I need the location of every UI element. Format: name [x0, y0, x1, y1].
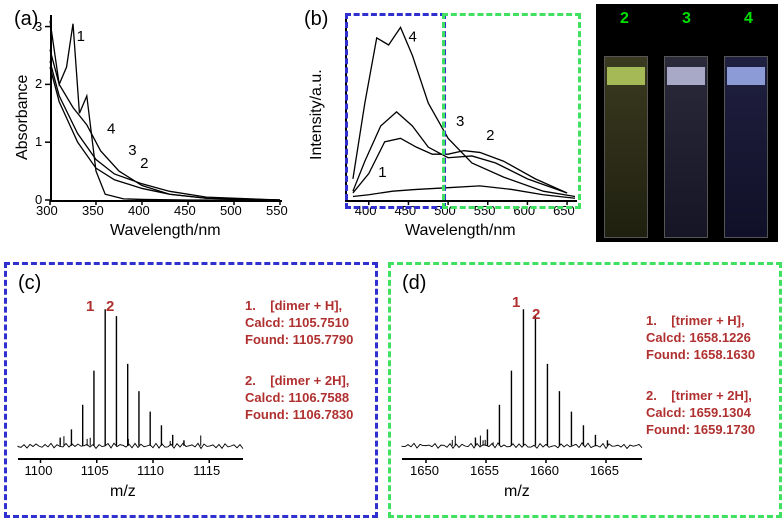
panel-c-text1: 1. [dimer + H], Calcd: 1105.7510 Found: … [245, 298, 353, 349]
cuvette-label-4: 4 [744, 10, 753, 28]
panel-d: (d) 1650165516601665 m/z 1 2 1. [trimer … [384, 258, 782, 518]
panel-c-peak-1: 1 [86, 298, 94, 315]
svg-text:2: 2 [140, 155, 148, 172]
panel-a-ylabel: Absorbance [14, 75, 32, 160]
panel-c-text2: 2. [dimer + 2H], Calcd: 1106.7588 Found:… [245, 373, 353, 424]
panel-c-peak-2: 2 [106, 298, 114, 315]
panel-b: (b) 1234 Intensity/a.u. Wavelength/nm 40… [290, 0, 590, 250]
cuvette-4 [724, 56, 768, 238]
panel-b-ylabel: Intensity/a.u. [308, 69, 326, 160]
panel-a-curves: 1 234 [50, 15, 280, 200]
panel-c-xlabel: m/z [110, 483, 136, 501]
panel-c-spectrum [18, 283, 243, 458]
panel-d-peak-1: 1 [512, 294, 520, 311]
panel-d-text2: 2. [trimer + 2H], Calcd: 1659.1304 Found… [646, 388, 755, 439]
cuvette-label-2: 2 [620, 10, 629, 28]
panel-d-xlabel: m/z [504, 483, 530, 501]
cuvette-3 [664, 56, 708, 238]
cuvette-photo: 2 3 4 [596, 4, 778, 242]
panel-b-xlabel: Wavelength/nm [405, 222, 516, 240]
svg-text:4: 4 [107, 121, 115, 138]
panel-c-xaxis-line [18, 458, 243, 460]
panel-d-xaxis-line [402, 458, 642, 460]
cuvette-2 [604, 56, 648, 238]
panel-d-text1: 1. [trimer + H], Calcd: 1658.1226 Found:… [646, 313, 755, 364]
cuvette-label-3: 3 [682, 10, 691, 28]
panel-b-curves: 1 2 3 4 [345, 15, 575, 200]
svg-text:1: 1 [77, 28, 85, 45]
panel-d-peak-2: 2 [532, 306, 540, 323]
svg-text:2: 2 [486, 127, 494, 144]
svg-text:4: 4 [408, 28, 416, 45]
panel-c: (c) 1100110511101115 m/z 1 2 1. [dimer +… [0, 258, 380, 518]
panel-a-xlabel: Wavelength/nm [110, 222, 221, 240]
svg-text:1: 1 [378, 164, 386, 181]
panel-d-spectrum [402, 283, 642, 458]
panel-b-label: (b) [304, 8, 328, 31]
panel-a: (a) 1234 Absorbance Wavelength/nm 300350… [0, 0, 290, 250]
svg-text:3: 3 [456, 113, 464, 130]
svg-text:3: 3 [128, 142, 136, 159]
